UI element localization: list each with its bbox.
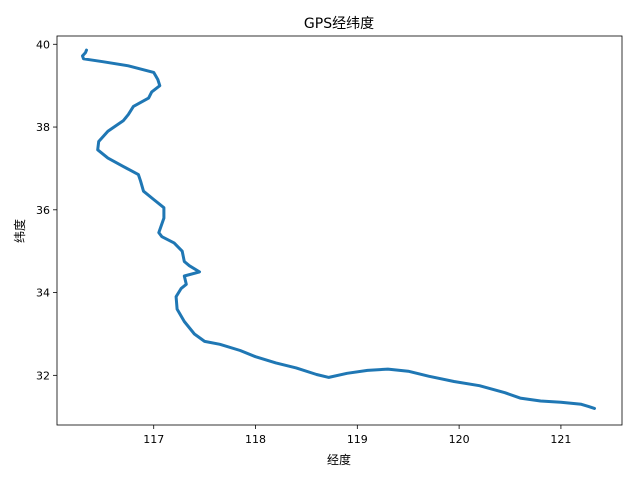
x-axis-label: 经度 xyxy=(327,452,351,467)
x-tick-label: 117 xyxy=(143,433,164,446)
x-tick-label: 119 xyxy=(347,433,368,446)
y-tick-label: 32 xyxy=(36,369,50,382)
y-tick-label: 38 xyxy=(36,121,50,134)
y-tick-label: 36 xyxy=(36,204,50,217)
x-tick-label: 118 xyxy=(245,433,266,446)
chart-title: GPS经纬度 xyxy=(304,16,374,32)
y-tick-label: 34 xyxy=(36,287,50,300)
x-tick-label: 121 xyxy=(550,433,571,446)
gps-track-line xyxy=(81,48,596,410)
plot-frame xyxy=(56,35,623,426)
axis-ticks: 117 118 119 120 121 32 34 36 38 40 xyxy=(36,38,571,446)
x-tick-label: 120 xyxy=(449,433,470,446)
y-axis-label: 纬度 xyxy=(12,219,27,243)
y-tick-label: 40 xyxy=(36,38,50,51)
